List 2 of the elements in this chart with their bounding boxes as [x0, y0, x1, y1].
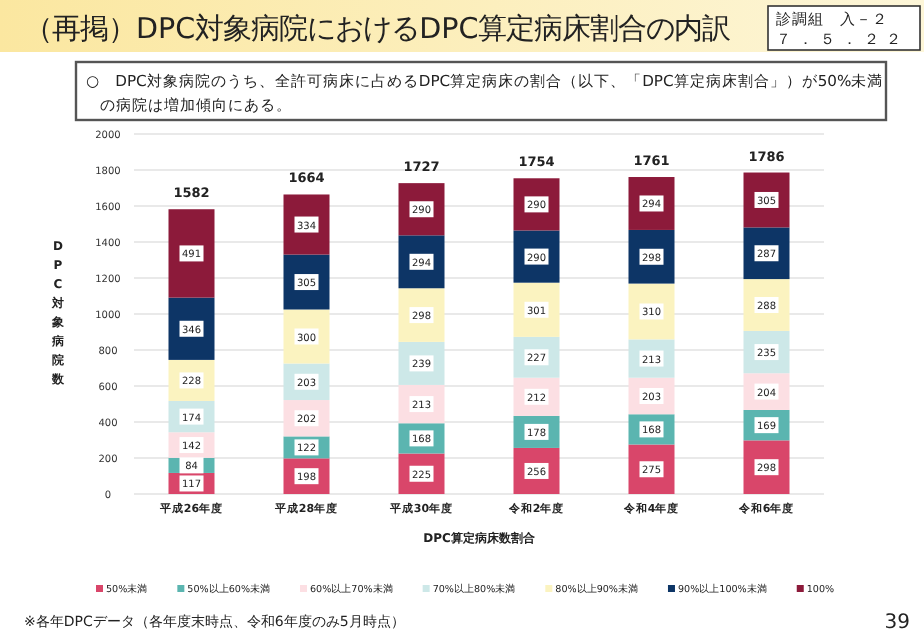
text: 39: [884, 612, 910, 634]
chart-title: （再掲）DPC対象病院におけるDPC算定病床割合の内訳: [24, 14, 731, 46]
